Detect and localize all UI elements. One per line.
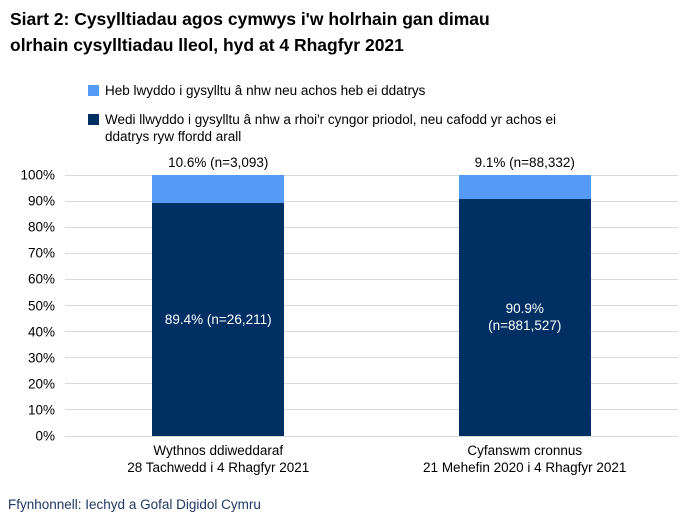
gridline — [65, 200, 678, 202]
legend-swatch-unresolved-icon — [88, 85, 99, 96]
y-tick-label: 100% — [20, 167, 55, 183]
stacked-bar: 89.4% (n=26,211) 10.6% (n=3,093) — [152, 155, 285, 436]
y-tick-label: 30% — [27, 350, 55, 366]
gridline — [65, 409, 678, 411]
gridline — [65, 435, 678, 437]
y-tick-label: 70% — [27, 245, 55, 261]
stacked-bar: 90.9% (n=881,527) 9.1% (n=88,332) — [458, 155, 591, 436]
chart-title: Siart 2: Cysylltiadau agos cymwys i'w ho… — [10, 9, 490, 55]
bar-segment-unresolved — [458, 175, 591, 199]
y-axis: 0% 10% 20% 30% 40% 50% 60% 70% 80% 90% 100% — [0, 168, 55, 444]
legend-item-resolved: Wedi llwyddo i gysylltu â nhw a rhoi'r c… — [88, 111, 648, 145]
gridline — [65, 278, 678, 280]
legend-item-unresolved: Heb lwyddo i gysylltu â nhw neu achos he… — [88, 82, 648, 99]
y-tick-label: 0% — [35, 428, 55, 444]
gridline — [65, 331, 678, 333]
y-tick-label: 80% — [27, 219, 55, 235]
legend: Heb lwyddo i gysylltu â nhw neu achos he… — [88, 82, 648, 157]
gridline — [65, 357, 678, 359]
legend-swatch-resolved-icon — [88, 114, 99, 125]
x-axis-label: Wythnos ddiweddaraf 28 Tachwedd i 4 Rhag… — [127, 443, 310, 475]
y-tick-label: 20% — [27, 376, 55, 392]
gridline — [65, 226, 678, 228]
bar-value-label-above: 9.1% (n=88,332) — [474, 155, 575, 170]
y-tick-label: 50% — [27, 298, 55, 313]
bar-value-label-inside: 90.9% (n=881,527) — [488, 301, 562, 334]
bar-segment-resolved: 89.4% (n=26,211) — [152, 202, 285, 436]
y-tick-label: 40% — [27, 324, 55, 340]
y-tick-label: 10% — [27, 402, 55, 418]
bar-segment-resolved: 90.9% (n=881,527) — [458, 198, 591, 436]
gridline — [65, 305, 678, 306]
gridline — [65, 174, 678, 176]
y-tick-label: 90% — [27, 193, 55, 209]
bar-value-label-inside: 89.4% (n=26,211) — [164, 311, 272, 327]
y-tick-label: 60% — [27, 271, 55, 287]
bar-segment-unresolved — [152, 175, 285, 203]
legend-label-unresolved: Heb lwyddo i gysylltu â nhw neu achos he… — [105, 83, 426, 98]
plot-area: 89.4% (n=26,211) 10.6% (n=3,093) Wythnos d… — [65, 155, 678, 475]
bar-value-label-above: 10.6% (n=3,093) — [168, 155, 269, 170]
source-note: Ffynhonnell: Iechyd a Gofal Digidol Cymr… — [8, 497, 261, 512]
gridline — [65, 383, 678, 385]
x-axis-label: Cyfanswm cronnus 21 Mehefin 2020 i 4 Rha… — [423, 443, 627, 475]
legend-label-resolved: Wedi llwyddo i gysylltu â nhw a rhoi'r c… — [105, 112, 557, 144]
gridline — [65, 252, 678, 254]
